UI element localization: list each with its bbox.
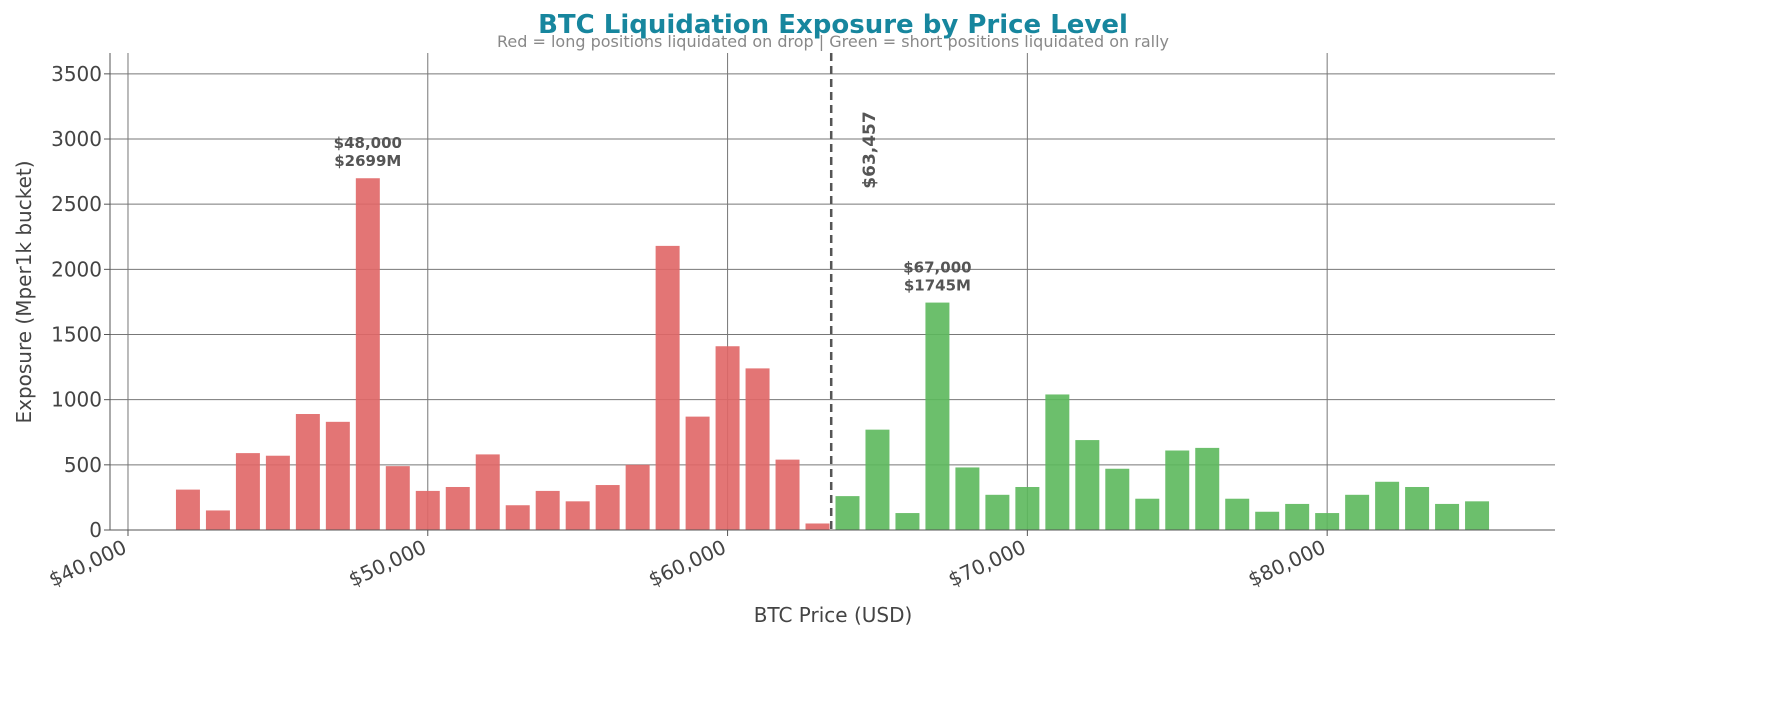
bar [745, 368, 770, 530]
bar [1105, 468, 1130, 530]
bar [775, 459, 800, 530]
bar [505, 505, 530, 530]
annotation: $1745M [904, 277, 971, 295]
bar [325, 421, 350, 530]
bar [355, 178, 380, 530]
x-tick-label: $80,000 [1244, 535, 1329, 592]
bar [685, 416, 710, 530]
bar [1225, 498, 1250, 530]
y-tick-label: 3500 [51, 62, 102, 86]
bar [1015, 486, 1040, 530]
x-tick-label: $70,000 [944, 535, 1029, 592]
annotation: $67,000 [903, 259, 971, 277]
bar [565, 501, 590, 530]
y-tick-label: 2000 [51, 257, 102, 281]
x-tick-label: $60,000 [645, 535, 730, 592]
bar [445, 486, 470, 530]
reference-label: $63,457 [860, 111, 880, 188]
bar [1135, 498, 1160, 530]
y-tick-label: 1000 [51, 388, 102, 412]
bar [1195, 447, 1220, 530]
bar [895, 513, 920, 530]
bar [1285, 503, 1310, 530]
y-tick-label: 2500 [51, 192, 102, 216]
bar [1315, 513, 1340, 530]
bar [385, 466, 410, 530]
bar [175, 489, 200, 530]
bar [1405, 486, 1430, 530]
x-tick-label: $40,000 [45, 535, 130, 592]
bar [475, 454, 500, 530]
y-tick-label: 3000 [51, 127, 102, 151]
annotation: $2699M [334, 152, 401, 170]
bar [805, 523, 830, 530]
bar [1165, 450, 1190, 530]
x-axis-label: BTC Price (USD) [754, 603, 913, 627]
bar [955, 467, 980, 530]
bar [925, 302, 950, 530]
bar [1255, 511, 1280, 530]
y-tick-label: 0 [89, 518, 102, 542]
annotation: $48,000 [334, 134, 402, 152]
bar [265, 455, 290, 530]
bar [1435, 503, 1460, 530]
bar [205, 510, 230, 530]
y-axis-label: Exposure (Mper1k bucket) [12, 160, 36, 423]
bar [655, 245, 680, 530]
chart-title: BTC Liquidation Exposure by Price Level [538, 10, 1128, 40]
bar [1345, 494, 1370, 530]
bar [1465, 501, 1490, 530]
bar [1375, 481, 1400, 530]
y-tick-label: 1500 [51, 323, 102, 347]
bar [835, 496, 860, 530]
bar [535, 490, 560, 530]
bar [865, 429, 890, 530]
bar [295, 414, 320, 530]
bar [235, 453, 260, 530]
x-tick-label: $50,000 [345, 535, 430, 592]
bar [415, 490, 440, 530]
chart-subtitle: Red = long positions liquidated on drop … [497, 32, 1169, 51]
bar [985, 494, 1010, 530]
bar [715, 346, 740, 530]
bar [1045, 394, 1070, 530]
bar [625, 464, 650, 530]
bar [595, 485, 620, 530]
bar [1075, 440, 1100, 530]
y-tick-label: 500 [64, 453, 102, 477]
